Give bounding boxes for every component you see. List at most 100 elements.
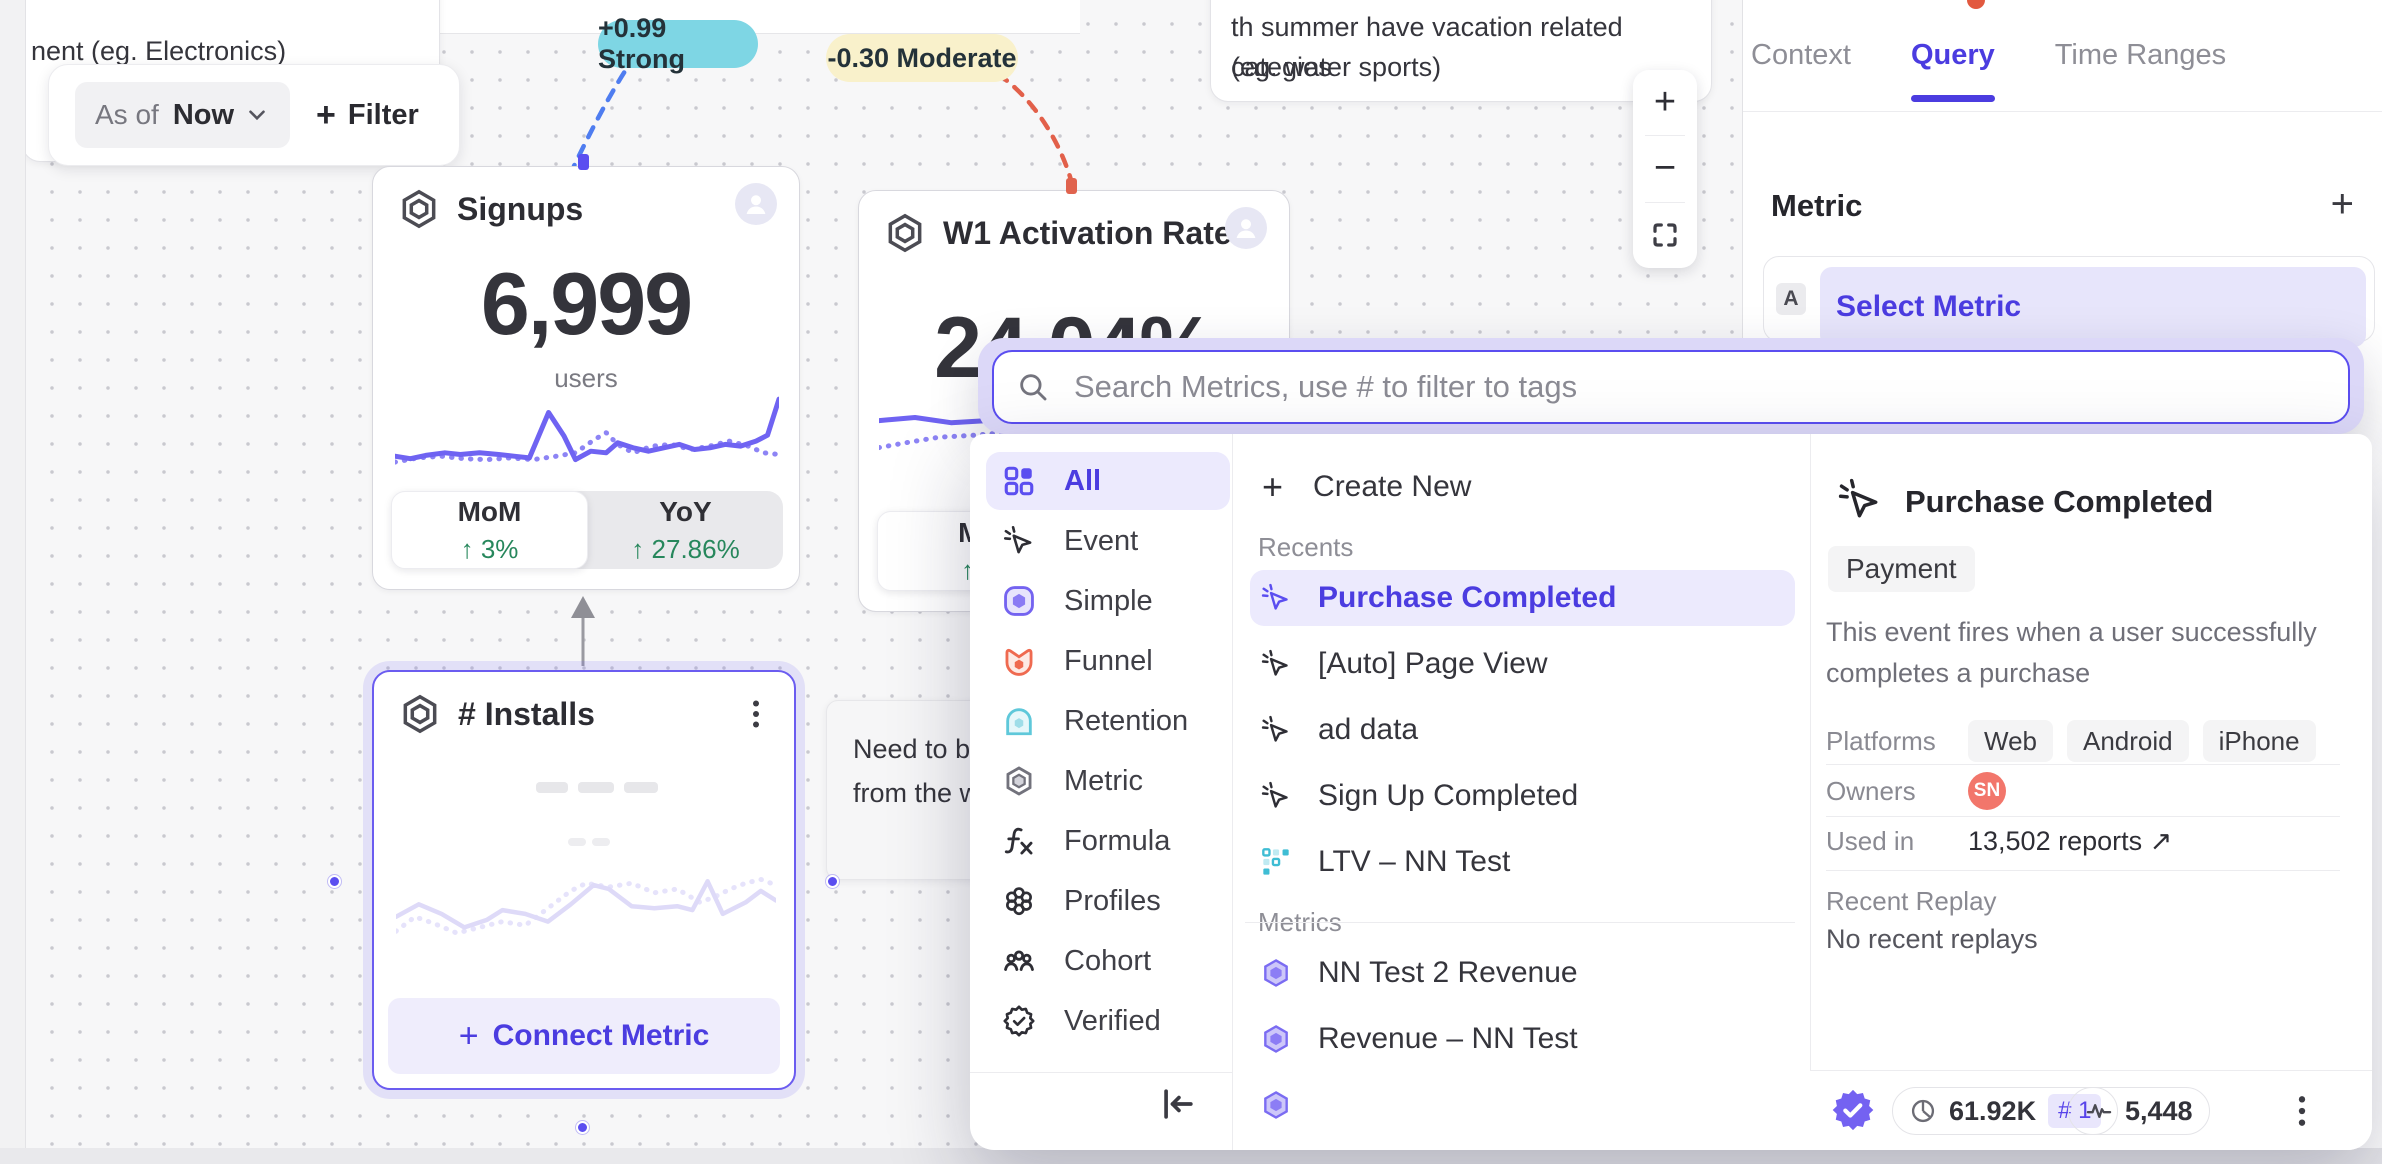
- sidebar-item-verified[interactable]: Verified: [986, 992, 1230, 1050]
- chevron-down-icon: [249, 110, 265, 121]
- detail-tag[interactable]: Payment: [1828, 546, 1975, 592]
- metric-hexagon-icon: [883, 211, 927, 255]
- toggle-yoy[interactable]: YoY ↑ 27.86%: [588, 491, 783, 569]
- notification-dot: [1967, 0, 1985, 9]
- create-new-button[interactable]: + Create New: [1250, 459, 1795, 515]
- card-unit: users: [554, 363, 618, 393]
- search-input[interactable]: [1072, 368, 2326, 406]
- hexmetric-icon: [1260, 957, 1292, 989]
- sticky-note-vacation[interactable]: th summer have vacation related categies…: [1210, 0, 1712, 102]
- fit-screen-button[interactable]: [1633, 203, 1697, 268]
- metric-picker-modal: All Event Simple Funnel Retention Metric Formu…: [970, 434, 2372, 1150]
- sidebar-item-all[interactable]: All: [986, 452, 1230, 510]
- list-item-revenue-nn-test[interactable]: Revenue – NN Test: [1250, 1011, 1795, 1067]
- list-item-label: ad data: [1318, 713, 1419, 746]
- owner-avatar[interactable]: SN: [1968, 772, 2006, 810]
- list-item-partial[interactable]: [1250, 1077, 1795, 1133]
- person-icon: [746, 195, 766, 214]
- sticky-note-text: nent (eg. Electronics): [31, 36, 287, 66]
- annotation-strong[interactable]: +0.99 Strong: [598, 13, 758, 74]
- plus-icon: +: [1262, 466, 1284, 507]
- person-icon: [1236, 219, 1256, 238]
- card-signups[interactable]: Signups 6,999 users MoM ↑ 3% YoY ↑ 27.86…: [372, 166, 800, 590]
- list-item-purchase-completed[interactable]: Purchase Completed: [1250, 570, 1795, 626]
- add-filter-button[interactable]: + Filter: [316, 96, 419, 135]
- sidebar-item-cohort[interactable]: Cohort: [986, 932, 1230, 990]
- sidebar-item-formula[interactable]: Formula: [986, 812, 1230, 870]
- list-item-ltv-nn-test[interactable]: LTV – NN Test: [1250, 834, 1795, 890]
- sidebar-item-metric[interactable]: Metric: [986, 752, 1230, 810]
- edge-connector: [571, 596, 595, 666]
- skeleton-bar: [578, 782, 614, 793]
- card-installs[interactable]: # Installs + Connect Metric: [372, 670, 796, 1090]
- tab-time-ranges[interactable]: Time Ranges: [2054, 39, 2227, 71]
- verified-badge-icon[interactable]: [1830, 1087, 1876, 1133]
- zoom-controls: + −: [1633, 70, 1697, 268]
- list-item-ad-data[interactable]: ad data: [1250, 702, 1795, 758]
- hexmetric-icon: [1260, 1023, 1292, 1055]
- connector-port[interactable]: [826, 875, 839, 888]
- cohort-icon: [1002, 944, 1036, 978]
- activity-stat-pill[interactable]: 5,448: [2068, 1087, 2210, 1135]
- sidebar-item-label: Cohort: [1064, 944, 1152, 977]
- sidebar-item-retention[interactable]: Retention: [986, 692, 1230, 750]
- search-icon: [1020, 374, 1047, 401]
- sidebar-item-label: All: [1064, 464, 1102, 497]
- select-metric-field[interactable]: Select Metric: [1820, 267, 2366, 347]
- pulse-icon: [2086, 1104, 2112, 1118]
- list-item-label: NN Test 2 Revenue: [1318, 956, 1578, 989]
- event-icon: [1260, 780, 1292, 812]
- used-in-link[interactable]: 13,502 reports ↗: [1968, 826, 2173, 856]
- avatar[interactable]: [735, 183, 777, 225]
- as-of-label: As of: [95, 99, 159, 130]
- card-title: W1 Activation Rate: [943, 214, 1232, 251]
- divider: [1232, 434, 1233, 1150]
- detail-row-label: Owners: [1826, 775, 1916, 806]
- sidebar-item-label: Profiles: [1064, 884, 1161, 917]
- skeleton-bar: [536, 782, 568, 793]
- retention-icon: [1002, 704, 1036, 738]
- sidebar-item-profiles[interactable]: Profiles: [986, 872, 1230, 930]
- as-of-dropdown[interactable]: As of Now: [75, 82, 291, 148]
- zoom-out-label: −: [1653, 147, 1677, 190]
- tab-context[interactable]: Context: [1751, 39, 1851, 71]
- ghost-sparkline: [396, 876, 776, 936]
- collapse-sidebar-button[interactable]: [1156, 1082, 1200, 1126]
- sidebar-item-label: Metric: [1064, 764, 1143, 797]
- activity-value: 5,448: [2125, 1095, 2193, 1126]
- list-item-nn-test-2-revenue[interactable]: NN Test 2 Revenue: [1250, 945, 1795, 1001]
- as-of-value: Now: [172, 98, 235, 131]
- avatar[interactable]: [1225, 207, 1267, 249]
- sidebar-item-event[interactable]: Event: [986, 512, 1230, 570]
- kebab-menu-icon[interactable]: [738, 694, 774, 734]
- collapse-left-icon: [1164, 1089, 1193, 1119]
- ltv-icon: [1260, 846, 1292, 878]
- collapsed-left-rail: [0, 0, 26, 1148]
- connector-port[interactable]: [328, 875, 341, 888]
- plus-icon: +: [316, 95, 336, 134]
- kebab-menu-icon[interactable]: [2282, 1089, 2322, 1133]
- toggle-mom[interactable]: MoM ↑ 3%: [391, 491, 588, 569]
- pie-chart-icon: [1911, 1099, 1935, 1123]
- add-metric-button[interactable]: +: [2330, 182, 2354, 226]
- simple-icon: [1002, 584, 1036, 618]
- divider: [970, 1072, 1232, 1073]
- annotation-moderate[interactable]: -0.30 Moderate: [826, 34, 1018, 82]
- tab-query[interactable]: Query: [1910, 9, 1995, 102]
- list-item-auto-page-view[interactable]: [Auto] Page View: [1250, 636, 1795, 692]
- divider: [1826, 816, 2340, 817]
- sidebar-item-funnel[interactable]: Funnel: [986, 632, 1230, 690]
- connect-metric-button[interactable]: + Connect Metric: [388, 998, 780, 1074]
- toggle-delta: ↑ 27.86%: [631, 533, 740, 564]
- zoom-in-button[interactable]: +: [1633, 70, 1697, 135]
- list-item-label: Revenue – NN Test: [1318, 1022, 1578, 1055]
- zoom-out-button[interactable]: −: [1633, 136, 1697, 201]
- connector-tick-orange: [1066, 178, 1077, 194]
- fullscreen-icon: [1653, 223, 1677, 247]
- connect-metric-label: Connect Metric: [492, 1019, 710, 1052]
- list-item-sign-up-completed[interactable]: Sign Up Completed: [1250, 768, 1795, 824]
- sidebar-item-simple[interactable]: Simple: [986, 572, 1230, 630]
- event-icon: [1260, 648, 1292, 680]
- connector-port[interactable]: [576, 1121, 589, 1134]
